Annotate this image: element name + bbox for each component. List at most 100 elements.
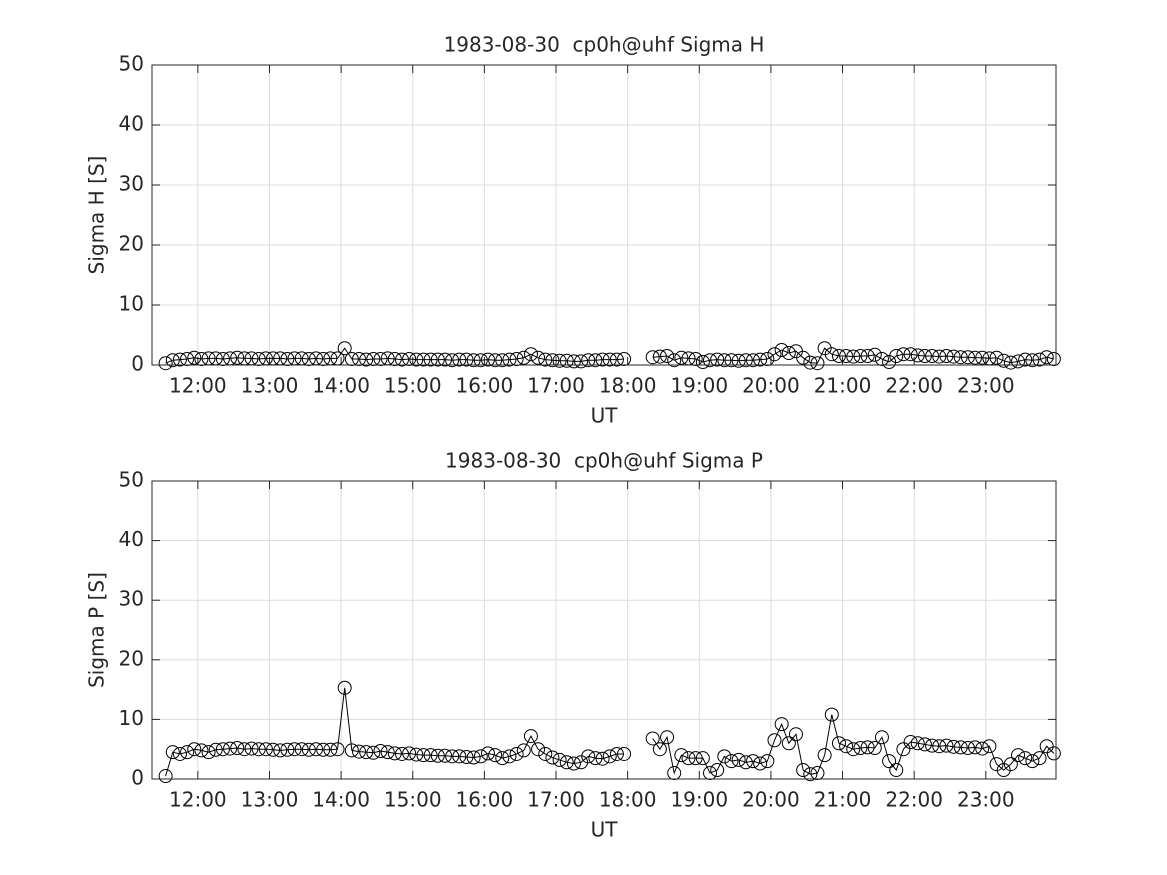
data-point xyxy=(323,742,338,757)
data-point xyxy=(710,352,725,367)
data-point xyxy=(172,352,187,367)
data-point xyxy=(387,746,402,761)
data-point xyxy=(803,355,818,370)
data-point xyxy=(703,353,718,368)
data-point xyxy=(452,352,467,367)
data-point xyxy=(731,353,746,368)
data-point xyxy=(251,742,266,757)
x-tick-label: 17:00 xyxy=(527,788,585,812)
data-point xyxy=(767,347,782,362)
data-point xyxy=(803,767,818,782)
data-point xyxy=(946,349,961,364)
series-line xyxy=(165,687,1055,777)
data-point xyxy=(1011,354,1026,369)
data-point xyxy=(695,751,710,766)
data-point xyxy=(445,353,460,368)
data-point xyxy=(652,349,667,364)
x-tick-label: 14:00 xyxy=(312,374,370,398)
data-point xyxy=(674,748,689,763)
data-point xyxy=(910,348,925,363)
data-point xyxy=(609,352,624,367)
data-point xyxy=(409,352,424,367)
data-point xyxy=(172,746,187,761)
data-point xyxy=(645,731,660,746)
data-point xyxy=(609,746,624,761)
data-point xyxy=(266,742,281,757)
y-tick-label: 20 xyxy=(119,232,144,256)
data-point xyxy=(459,352,474,367)
data-point xyxy=(652,742,667,757)
data-point xyxy=(1039,739,1054,754)
data-point xyxy=(1018,751,1033,766)
data-point xyxy=(480,352,495,367)
data-point xyxy=(273,743,288,758)
x-axis-label: UT xyxy=(591,818,619,842)
data-point xyxy=(316,742,331,757)
data-point xyxy=(394,746,409,761)
data-point xyxy=(767,733,782,748)
subplot: 0 10 20 30 40 50 12:00 13:00 14:00 15:00 16:00 17:0… xyxy=(85,449,1061,842)
data-point xyxy=(466,750,481,765)
data-point xyxy=(960,350,975,365)
data-point xyxy=(430,748,445,763)
y-tick-label: 0 xyxy=(131,766,144,790)
data-point xyxy=(903,347,918,362)
data-point xyxy=(366,745,381,760)
data-point xyxy=(595,352,610,367)
data-point xyxy=(824,707,839,722)
data-point xyxy=(717,749,732,764)
axes-box xyxy=(151,64,1057,366)
data-point xyxy=(552,752,567,767)
y-tick-label: 10 xyxy=(119,706,144,730)
data-point xyxy=(896,742,911,757)
data-point xyxy=(810,766,825,781)
data-point xyxy=(309,742,324,757)
data-point xyxy=(745,754,760,769)
data-point xyxy=(1003,757,1018,772)
data-point xyxy=(480,746,495,761)
series-line xyxy=(165,347,1054,364)
data-point xyxy=(502,749,517,764)
data-point xyxy=(939,738,954,753)
data-point xyxy=(839,349,854,363)
data-point xyxy=(301,742,316,757)
data-point xyxy=(430,352,445,367)
data-point xyxy=(1039,350,1054,365)
data-point xyxy=(280,742,295,757)
y-tick-label: 40 xyxy=(119,112,144,136)
data-point xyxy=(796,763,811,778)
data-point xyxy=(574,755,589,770)
data-point xyxy=(774,343,789,357)
data-point xyxy=(538,352,553,367)
data-point xyxy=(846,349,861,364)
data-point xyxy=(781,346,796,360)
data-point xyxy=(566,354,581,369)
x-tick-label: 21:00 xyxy=(814,374,872,398)
data-point xyxy=(660,349,675,363)
data-point xyxy=(602,749,617,764)
data-point xyxy=(710,763,725,778)
data-point xyxy=(968,740,983,755)
x-tick-label: 19:00 xyxy=(670,788,728,812)
data-point xyxy=(939,349,954,363)
data-point xyxy=(380,745,395,760)
data-point xyxy=(753,756,768,771)
y-tick-label: 0 xyxy=(131,352,144,376)
data-point xyxy=(509,746,524,761)
data-point xyxy=(531,742,546,757)
data-point xyxy=(423,748,438,763)
data-point xyxy=(889,349,904,363)
y-tick-label: 20 xyxy=(119,646,144,670)
data-point xyxy=(996,763,1011,778)
data-point xyxy=(574,354,589,369)
data-point xyxy=(645,350,660,365)
x-tick-label: 20:00 xyxy=(742,374,800,398)
x-tick-label: 15:00 xyxy=(384,374,442,398)
x-tick-label: 16:00 xyxy=(456,788,514,812)
y-tick-label: 40 xyxy=(119,527,144,551)
data-point xyxy=(488,748,503,763)
x-tick-label: 20:00 xyxy=(742,788,800,812)
data-point xyxy=(781,736,796,751)
data-point xyxy=(867,741,882,756)
data-point xyxy=(581,749,596,764)
